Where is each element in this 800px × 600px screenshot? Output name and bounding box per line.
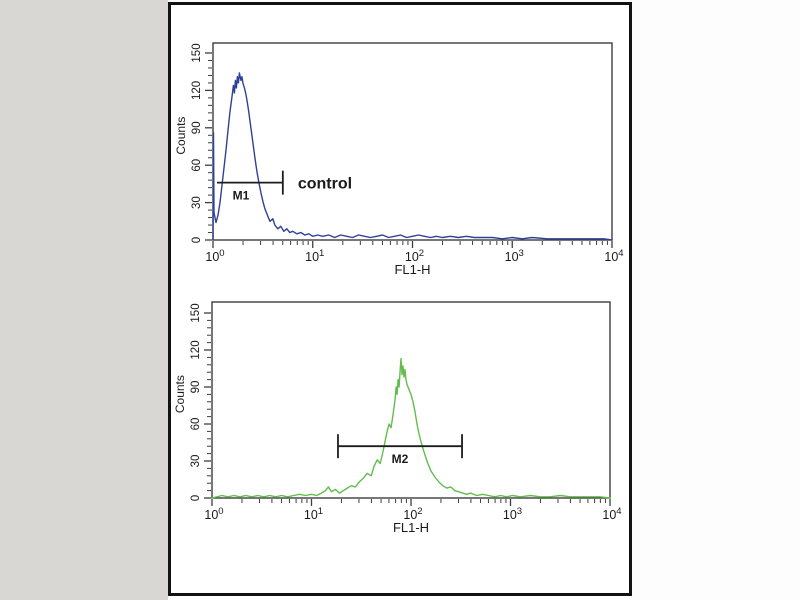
- x-tick-label: 102: [403, 506, 422, 522]
- top-histogram-curve: [212, 72, 613, 241]
- y-tick-label: 120: [191, 81, 203, 100]
- y-tick-label: 60: [191, 159, 203, 172]
- x-tick-label: 102: [405, 248, 424, 264]
- figure-frame: [168, 2, 632, 596]
- y-tick-label: 90: [191, 121, 203, 134]
- y-tick-label: 30: [190, 455, 202, 468]
- x-axis-title: FL1-H: [394, 262, 430, 277]
- y-tick-label: 60: [190, 418, 202, 431]
- gate-M2: M2: [337, 434, 463, 466]
- x-tick-label: 103: [505, 248, 524, 264]
- y-tick-label: 30: [191, 196, 203, 209]
- histogram-panel-bottom: 100 101 102 103 104 FL1-H 0 30 60 90 120 150 Counts M…: [173, 301, 622, 535]
- histogram-panel-top: 100 101 102 103 104 FL1-H 0 30 60 90 120 150 Counts M…: [174, 42, 624, 277]
- plot-frame: [212, 42, 613, 241]
- x-axis-title: FL1-H: [393, 520, 429, 535]
- x-tick-label: 101: [304, 506, 323, 522]
- y-tick-label: 150: [191, 43, 203, 62]
- x-tick-label: 104: [604, 248, 623, 264]
- y-axis-title: Counts: [174, 117, 188, 155]
- left-margin: [0, 0, 168, 600]
- x-tick-label: 103: [503, 506, 522, 522]
- gate-M1: M1 control: [216, 170, 352, 203]
- y-tick-label: 0: [191, 237, 203, 243]
- y-tick-label: 150: [190, 303, 202, 322]
- y-tick-label: 0: [190, 495, 202, 501]
- gate-label-M1: M1: [233, 189, 250, 203]
- x-tick-label: 104: [602, 506, 621, 522]
- control-annotation: control: [298, 176, 352, 193]
- x-tick-label: 101: [305, 248, 324, 264]
- y-axis-title: Counts: [173, 375, 187, 413]
- x-tick-label: 100: [204, 506, 223, 522]
- y-tick-label: 90: [190, 381, 202, 394]
- bottom-histogram-curve: [211, 357, 611, 499]
- y-tick-label: 120: [190, 340, 202, 359]
- gate-label-M2: M2: [392, 452, 409, 466]
- x-tick-label: 100: [205, 248, 224, 264]
- plot-frame: [211, 301, 611, 499]
